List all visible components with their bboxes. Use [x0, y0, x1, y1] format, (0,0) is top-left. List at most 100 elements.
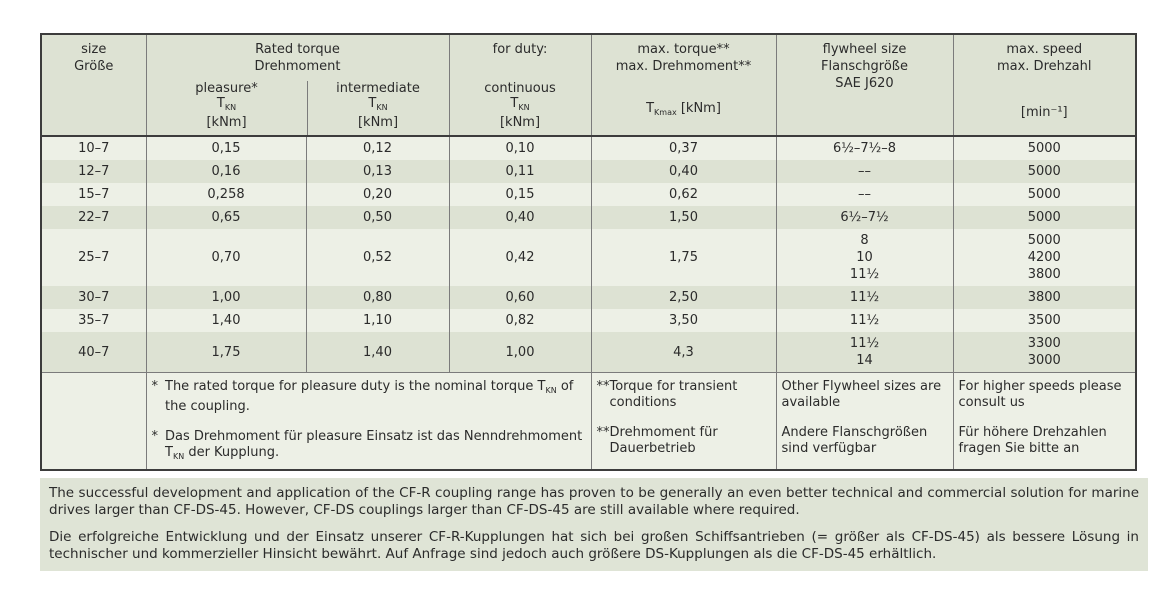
torque-unit: [kNm] — [499, 115, 541, 130]
double-asterisk-marker: ** — [596, 425, 610, 440]
torque-unit: [kNm] — [357, 115, 399, 130]
header-pleasure: pleasure* TKN [kNm] — [147, 81, 307, 135]
header-size-de: Größe — [74, 59, 114, 74]
cell-pleasure: 0,16 — [145, 160, 306, 183]
cell-speed: 3800 — [952, 286, 1136, 309]
cell-speed: 5000 — [952, 160, 1136, 183]
header-flywheel-en: flywheel size — [822, 42, 907, 57]
header-max-torque-en: max. torque** — [637, 42, 730, 57]
cell-size: 40–7 — [78, 344, 110, 360]
header-flywheel-sae: SAE J620 — [835, 76, 894, 91]
cell-intermediate: 0,80 — [305, 286, 449, 309]
header-duty-label: for duty: — [492, 42, 548, 57]
cell-continuous: 0,11 — [448, 160, 591, 183]
footnote-flywheel-en: Other Flywheel sizes are available — [781, 379, 942, 410]
cell-pleasure: 0,70 — [145, 229, 306, 286]
header-max-torque: max. torque** max. Drehmoment** TKmax [k… — [590, 34, 776, 136]
header-max-speed-en: max. speed — [1006, 42, 1083, 57]
cell-speed: 5000 — [952, 206, 1136, 229]
footnote-speed-de: Für höhere Drehzahlen fragen Sie bitte a… — [958, 425, 1107, 456]
footnote-speed-en: For higher speeds please consult us — [958, 379, 1122, 410]
cell-pleasure: 1,00 — [145, 286, 306, 309]
footnote-flywheel: Other Flywheel sizes are available Ander… — [775, 372, 953, 470]
cell-speed: 5000 — [952, 136, 1136, 160]
header-size: size Größe — [41, 34, 146, 136]
cell-flywheel: 11½ — [775, 309, 953, 332]
header-flywheel-de: Flanschgröße — [821, 59, 908, 74]
cell-intermediate: 0,52 — [305, 229, 449, 286]
header-max-torque-de: max. Drehmoment** — [615, 59, 752, 74]
cell-max-torque: 0,40 — [590, 160, 776, 183]
table-row: 22–7 0,65 0,50 0,40 1,50 6½–7½ 5000 — [41, 206, 1136, 229]
table-row: 15–7 0,258 0,20 0,15 0,62 –– 5000 — [41, 183, 1136, 206]
cell-continuous: 0,42 — [448, 229, 591, 286]
cell-continuous: 1,00 — [448, 332, 591, 373]
footnote-empty-cell — [41, 373, 146, 471]
cell-speed: 5000 4200 3800 — [952, 229, 1136, 286]
header-intermediate-label: intermediate — [336, 81, 420, 96]
cell-size: 30–7 — [78, 290, 110, 305]
cell-continuous: 0,40 — [448, 206, 591, 229]
table-row: 35–7 1,40 1,10 0,82 3,50 11½ 3500 — [41, 309, 1136, 332]
table-row: 30–7 1,00 0,80 0,60 2,50 11½ 3800 — [41, 286, 1136, 309]
paragraph-de: Die erfolgreiche Entwicklung und der Ein… — [49, 529, 1139, 562]
header-size-en: size — [81, 42, 107, 57]
max-torque-symbol: TKmax [kNm] — [646, 101, 721, 117]
header-max-speed-de: max. Drehzahl — [996, 59, 1092, 74]
header-max-speed: max. speed max. Drehzahl [min⁻¹] — [952, 34, 1136, 136]
torque-symbol: TKN — [216, 96, 237, 112]
cell-intermediate: 1,40 — [305, 332, 449, 373]
cell-flywheel: 11½ — [775, 286, 953, 309]
footnote-rated: * The rated torque for pleasure duty is … — [145, 372, 591, 470]
cell-max-torque: 3,50 — [590, 309, 776, 332]
double-asterisk-marker: ** — [596, 379, 610, 394]
cell-intermediate: 0,12 — [305, 136, 449, 160]
torque-symbol: TKN — [368, 96, 388, 112]
header-intermediate: intermediate TKN [kNm] — [306, 81, 449, 135]
footnote-row: * The rated torque for pleasure duty is … — [41, 372, 1136, 471]
cell-intermediate: 0,20 — [305, 183, 449, 206]
speed-unit: [min⁻¹] — [1020, 105, 1068, 120]
cell-pleasure: 0,65 — [145, 206, 306, 229]
cell-pleasure: 1,75 — [145, 332, 306, 373]
table-row: 10–7 0,15 0,12 0,10 0,37 6½–7½–8 5000 — [41, 136, 1136, 160]
cell-intermediate: 0,13 — [305, 160, 449, 183]
cell-flywheel: –– — [775, 160, 953, 183]
cell-intermediate: 1,10 — [305, 309, 449, 332]
cell-pleasure: 0,15 — [145, 136, 306, 160]
cell-size: 22–7 — [78, 210, 110, 225]
cell-max-torque: 1,75 — [590, 229, 776, 286]
cell-size: 35–7 — [78, 313, 110, 328]
cell-flywheel: 6½–7½–8 — [775, 136, 953, 160]
header-for-duty: for duty: continuous TKN [kNm] — [448, 34, 591, 136]
footnote-rated-de: * Das Drehmoment für pleasure Einsatz is… — [152, 429, 586, 465]
cell-continuous: 0,10 — [448, 136, 591, 160]
cell-pleasure: 1,40 — [145, 309, 306, 332]
footnote-rated-en: * The rated torque for pleasure duty is … — [151, 379, 574, 414]
header-pleasure-label: pleasure* — [195, 81, 258, 96]
header-rated-torque: Rated torque Drehmoment pleasure* TKN [k… — [145, 34, 449, 136]
cell-flywheel: 8 10 11½ — [775, 229, 953, 286]
asterisk-marker: * — [151, 429, 159, 444]
cell-max-torque: 4,3 — [590, 332, 776, 373]
cell-speed: 3500 — [952, 309, 1136, 332]
asterisk-marker: * — [151, 379, 159, 394]
table-row: 40–7 1,75 1,40 1,00 4,3 11½ 14 3300 3000 — [41, 332, 1136, 373]
cell-intermediate: 0,50 — [305, 206, 449, 229]
header-flywheel-size: flywheel size Flanschgröße SAE J620 — [775, 34, 953, 136]
cell-max-torque: 0,62 — [590, 183, 776, 206]
paragraph-en: The successful development and applicati… — [49, 485, 1139, 518]
cell-continuous: 0,82 — [448, 309, 591, 332]
cell-size: 25–7 — [78, 250, 110, 265]
paragraph-block: The successful development and applicati… — [40, 478, 1148, 571]
cell-speed: 3300 3000 — [952, 332, 1136, 373]
cell-continuous: 0,60 — [448, 286, 591, 309]
table-row: 12–7 0,16 0,13 0,11 0,40 –– 5000 — [41, 160, 1136, 183]
torque-unit: [kNm] — [206, 115, 247, 130]
cell-flywheel: –– — [775, 183, 953, 206]
cell-continuous: 0,15 — [448, 183, 591, 206]
cell-size: 10–7 — [78, 141, 110, 156]
table-row: 25–7 0,70 0,52 0,42 1,75 8 10 11½ 5000 4… — [41, 229, 1136, 286]
cell-max-torque: 0,37 — [590, 136, 776, 160]
header-rated-de: Drehmoment — [254, 59, 341, 74]
